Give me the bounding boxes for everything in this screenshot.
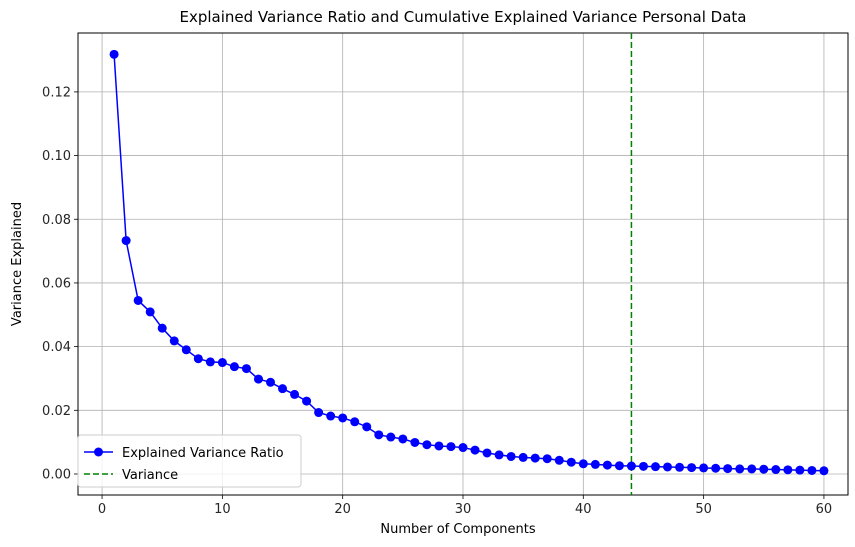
data-point bbox=[205, 357, 215, 367]
data-point bbox=[566, 457, 576, 467]
data-point bbox=[374, 430, 384, 440]
data-point bbox=[302, 396, 312, 406]
data-point bbox=[530, 453, 540, 463]
data-point bbox=[410, 437, 420, 447]
data-point bbox=[458, 443, 468, 453]
data-point bbox=[590, 459, 600, 469]
data-point bbox=[651, 462, 660, 472]
data-point bbox=[386, 432, 396, 442]
data-layer bbox=[109, 33, 829, 495]
data-point bbox=[229, 362, 239, 372]
data-point bbox=[675, 462, 685, 472]
data-point bbox=[518, 452, 528, 462]
data-point bbox=[663, 462, 673, 472]
data-point bbox=[771, 465, 781, 475]
data-point bbox=[109, 49, 119, 59]
data-point bbox=[470, 445, 480, 455]
data-point bbox=[133, 295, 143, 305]
data-point bbox=[121, 236, 131, 246]
data-point bbox=[314, 408, 324, 418]
data-point bbox=[578, 459, 588, 469]
data-point bbox=[735, 464, 745, 474]
data-point bbox=[169, 336, 179, 346]
data-point bbox=[398, 434, 408, 444]
data-point bbox=[687, 463, 697, 473]
data-point bbox=[253, 374, 263, 384]
y-tick-label: 0.00 bbox=[42, 467, 71, 482]
data-point bbox=[542, 454, 552, 464]
data-point bbox=[819, 466, 829, 476]
y-tick-label: 0.10 bbox=[42, 149, 71, 164]
data-point bbox=[422, 440, 432, 450]
legend: Explained Variance Ratio Variance bbox=[77, 434, 302, 488]
data-point bbox=[494, 450, 504, 460]
data-point bbox=[699, 463, 709, 473]
data-point bbox=[783, 465, 793, 475]
x-tick-label: 30 bbox=[455, 502, 472, 517]
x-tick-label: 20 bbox=[334, 502, 351, 517]
y-axis-label: Variance Explained bbox=[10, 202, 25, 326]
data-point bbox=[711, 463, 721, 473]
data-point bbox=[482, 448, 492, 458]
data-point bbox=[434, 441, 444, 451]
y-tick-label: 0.02 bbox=[42, 404, 71, 419]
x-tick-label: 10 bbox=[214, 502, 231, 517]
data-point bbox=[181, 345, 191, 355]
data-point bbox=[217, 358, 227, 368]
data-point bbox=[193, 354, 203, 364]
x-axis-label: Number of Components bbox=[380, 522, 535, 537]
ticks: 0 10 20 30 40 50 60 0.00 0.02 0.04 0.06 0.08 0.10 0.1… bbox=[42, 85, 832, 517]
y-tick-label: 0.06 bbox=[42, 276, 71, 291]
chart-title: Explained Variance Ratio and Cumulative … bbox=[180, 8, 747, 26]
legend-label-explained-variance-ratio: Explained Variance Ratio bbox=[122, 446, 284, 461]
x-tick-label: 60 bbox=[816, 502, 833, 517]
y-tick-label: 0.04 bbox=[42, 340, 71, 355]
x-tick-label: 50 bbox=[695, 502, 712, 517]
data-point bbox=[554, 455, 564, 465]
data-point bbox=[795, 465, 805, 475]
data-point bbox=[278, 384, 288, 394]
data-point bbox=[506, 451, 516, 461]
data-point bbox=[723, 464, 733, 474]
data-point bbox=[747, 464, 757, 474]
data-point bbox=[338, 413, 348, 423]
data-point bbox=[759, 464, 769, 474]
data-point bbox=[290, 389, 300, 399]
data-point bbox=[362, 422, 372, 432]
data-point bbox=[807, 465, 817, 475]
data-point bbox=[326, 411, 336, 421]
y-tick-label: 0.12 bbox=[42, 85, 71, 100]
data-point bbox=[638, 461, 648, 471]
legend-box bbox=[77, 434, 302, 488]
data-point bbox=[602, 460, 612, 470]
data-point bbox=[446, 442, 456, 452]
data-point bbox=[266, 377, 275, 387]
data-point bbox=[145, 307, 155, 317]
legend-marker-explained-variance-ratio bbox=[94, 447, 103, 457]
x-tick-label: 0 bbox=[98, 502, 106, 517]
data-point bbox=[626, 461, 636, 471]
y-tick-label: 0.08 bbox=[42, 213, 71, 228]
x-tick-label: 40 bbox=[575, 502, 592, 517]
data-point bbox=[241, 364, 251, 374]
data-point bbox=[157, 323, 167, 333]
legend-label-variance: Variance bbox=[122, 468, 178, 483]
data-point bbox=[350, 417, 360, 427]
data-point bbox=[614, 461, 624, 471]
